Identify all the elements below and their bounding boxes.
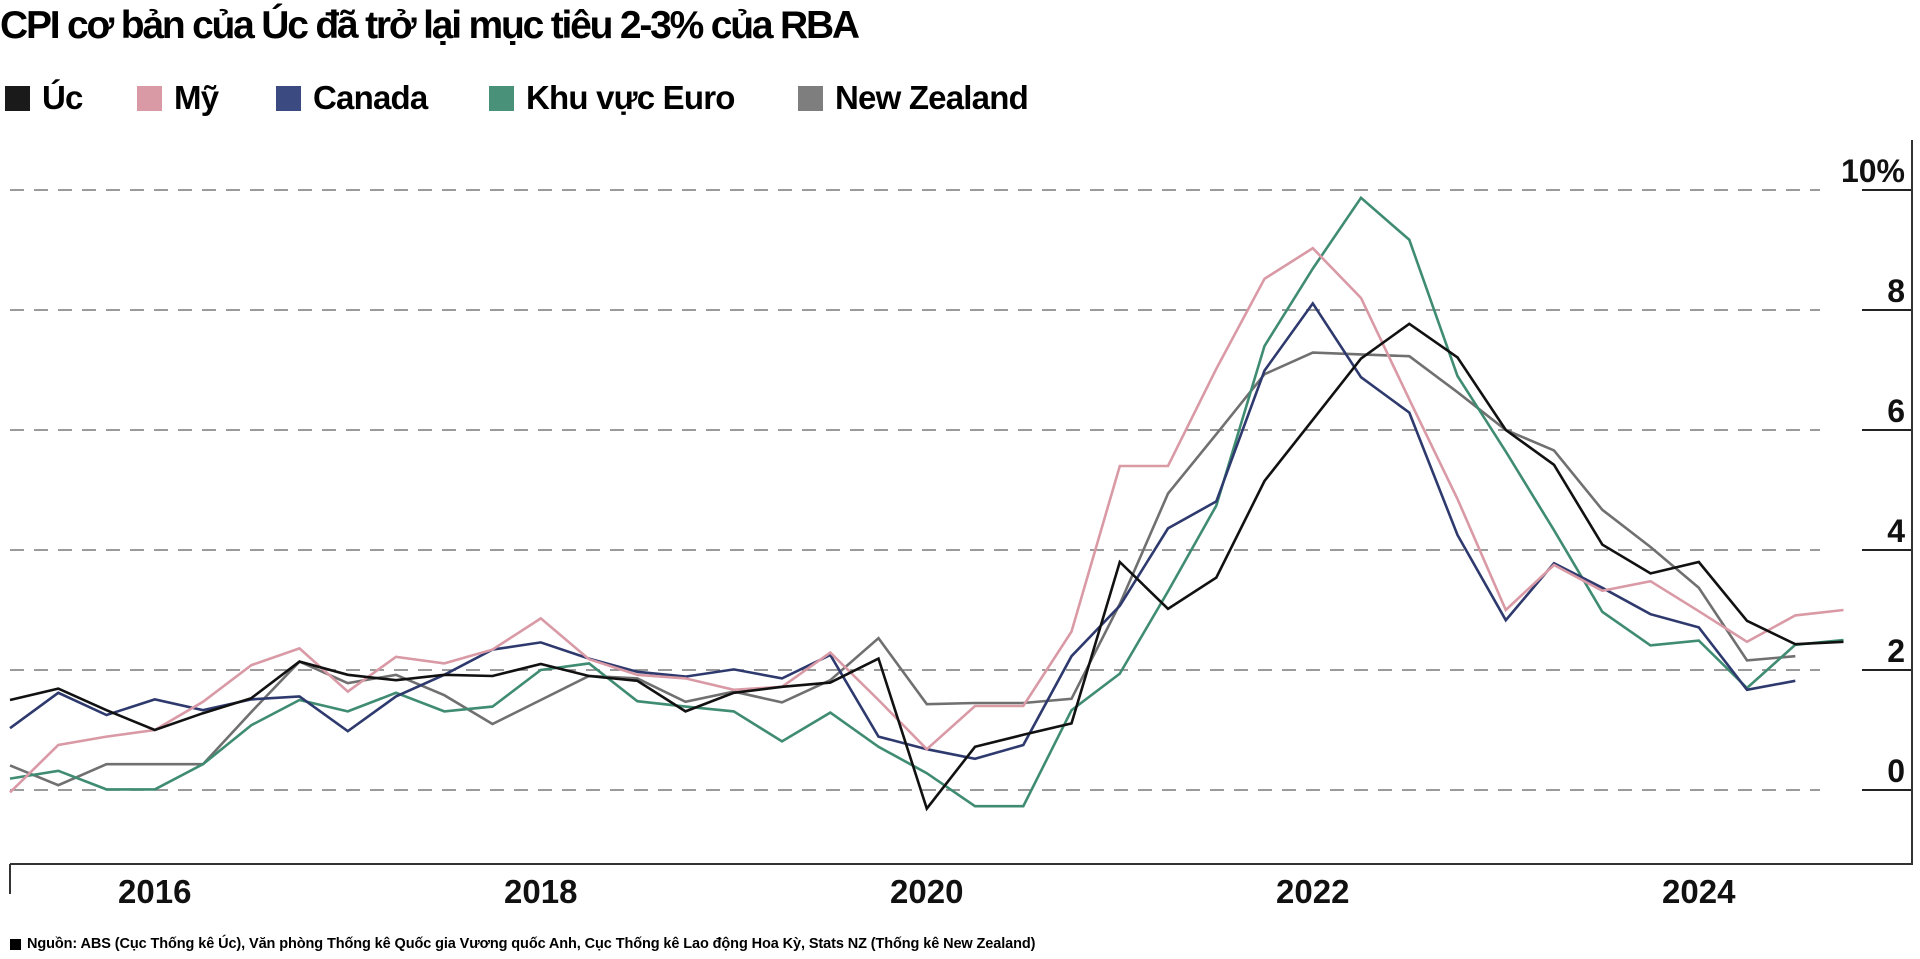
series-line-new-zealand — [9, 351, 1796, 787]
legend-swatch-my — [137, 85, 162, 111]
series-line-mỹ — [9, 246, 1844, 794]
y-tick-label: 4 — [1887, 513, 1905, 549]
legend-item-canada: Canada — [276, 79, 428, 116]
chart-title: CPI cơ bản của Úc đã trở lại mục tiêu 2-… — [0, 4, 860, 47]
legend-swatch-euro — [489, 85, 514, 111]
y-tick-label: 10% — [1841, 153, 1905, 189]
x-tick-label: 2020 — [890, 873, 963, 910]
source-note: Nguồn: ABS (Cục Thống kê Úc), Văn phòng … — [10, 936, 1035, 952]
legend-swatch-nz — [798, 85, 823, 111]
y-tick-label: 2 — [1887, 633, 1905, 669]
gridlines — [10, 189, 1820, 791]
legend-item-my: Mỹ — [137, 79, 219, 116]
x-tick-label: 2018 — [504, 873, 577, 910]
series-line-úc — [9, 322, 1844, 812]
series-lines — [9, 195, 1844, 812]
legend-swatch-uc — [5, 85, 30, 111]
y-axis-ticks: 10% 8 6 4 2 0 — [1841, 153, 1912, 791]
x-tick-label: 2024 — [1662, 873, 1736, 910]
legend-swatch-canada — [276, 85, 301, 111]
source-square-icon — [10, 938, 21, 950]
y-tick-label: 6 — [1887, 393, 1905, 429]
y-tick-label: 0 — [1887, 753, 1905, 789]
legend-label-nz: New Zealand — [835, 79, 1029, 116]
x-axis-ticks: 2016 2018 2020 2022 2024 — [118, 873, 1736, 910]
series-line-khu-vực-euro — [9, 195, 1844, 808]
legend-item-uc: Úc — [5, 79, 83, 116]
series-line-canada — [9, 301, 1796, 761]
legend-label-uc: Úc — [42, 79, 83, 116]
y-tick-label: 8 — [1887, 273, 1905, 309]
legend-item-euro: Khu vực Euro — [489, 79, 735, 116]
legend-item-nz: New Zealand — [798, 79, 1029, 116]
source-text: Nguồn: ABS (Cục Thống kê Úc), Văn phòng … — [27, 936, 1036, 952]
chart-frame — [9, 140, 1913, 894]
x-tick-label: 2022 — [1276, 873, 1349, 910]
x-tick-label: 2016 — [118, 873, 191, 910]
legend-label-canada: Canada — [313, 79, 428, 116]
legend-label-euro: Khu vực Euro — [526, 79, 735, 116]
line-chart: 10% 8 6 4 2 0 2016 2018 2020 2022 2024 — [9, 140, 1913, 910]
legend-label-my: Mỹ — [174, 79, 219, 116]
